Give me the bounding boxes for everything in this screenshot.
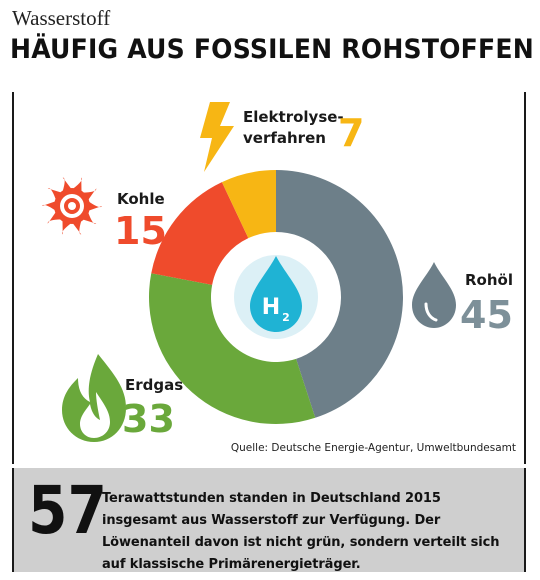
source-note: Quelle: Deutsche Energie-Agentur, Umwelt… — [230, 442, 516, 454]
kohle-value: 15 — [114, 209, 167, 253]
elektrolyse-label-line1: Elektrolyse- — [243, 108, 344, 126]
donut-slices — [148, 170, 403, 424]
footer-text: Terawattstunden standen in Deutschland 2… — [102, 491, 500, 572]
footer-number: 57 — [28, 472, 107, 549]
kohle-label: Kohle — [117, 190, 165, 208]
center-sub: 2 — [282, 311, 290, 324]
sun-icon — [42, 177, 102, 235]
flame-icon — [62, 354, 126, 442]
donut-slice-2 — [151, 182, 249, 285]
donut-slice-1 — [148, 273, 316, 424]
elektrolyse-value: 7 — [338, 111, 364, 155]
chart-frame: H 2 Elektrolyse- verfahren 7 Kohle 15 Ro… — [12, 92, 526, 464]
erdgas-value: 33 — [122, 397, 175, 441]
elektrolyse-label-line2: verfahren — [243, 129, 326, 147]
erdgas-label: Erdgas — [125, 376, 183, 394]
headline: HÄUFIG AUS FOSSILEN ROHSTOFFEN — [10, 34, 534, 65]
rohoel-value: 45 — [460, 293, 513, 337]
oil-drop-icon — [412, 262, 456, 328]
kicker: Wasserstoff — [12, 6, 111, 30]
center-label: H — [262, 295, 280, 320]
hydrogen-drop-icon — [250, 256, 302, 332]
donut-chart: H 2 Elektrolyse- verfahren 7 Kohle 15 Ro… — [42, 102, 513, 442]
rohoel-label: Rohöl — [465, 271, 513, 289]
donut-slice-0 — [276, 170, 403, 418]
lightning-icon — [200, 102, 234, 172]
donut-slice-3 — [221, 170, 276, 239]
footer-box: 57 Terawattstunden standen in Deutschlan… — [12, 468, 526, 572]
